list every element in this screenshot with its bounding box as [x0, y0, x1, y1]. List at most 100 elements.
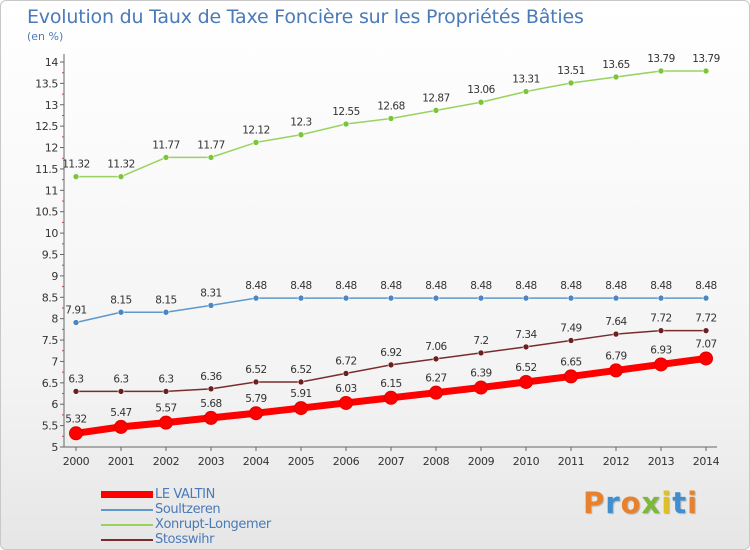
- x-tick-label: 2007: [378, 455, 405, 468]
- x-tick-label: 2013: [648, 455, 675, 468]
- data-label: 7.72: [695, 313, 716, 325]
- data-point: [612, 73, 620, 81]
- x-tick-label: 2012: [603, 455, 629, 468]
- data-label: 5.32: [65, 413, 86, 425]
- data-point: [387, 361, 395, 369]
- data-label: 5.47: [110, 407, 131, 419]
- data-label: 8.48: [290, 280, 311, 292]
- y-tick-label: 11.5: [35, 163, 58, 176]
- y-tick-label: 9: [51, 270, 58, 283]
- x-tick-label: 2005: [288, 455, 315, 468]
- logo-letter: o: [620, 486, 642, 520]
- logo-letter: t: [672, 486, 688, 520]
- data-label: 13.79: [692, 53, 720, 65]
- data-point: [339, 395, 353, 410]
- data-label: 6.36: [200, 371, 222, 383]
- legend-label: Xonrupt-Longemer: [155, 517, 271, 532]
- data-point: [654, 357, 668, 372]
- data-point: [72, 388, 80, 395]
- data-label: 12.68: [377, 100, 405, 112]
- data-point: [699, 351, 713, 366]
- series-line: [75, 70, 707, 178]
- data-label: 8.15: [110, 294, 131, 306]
- data-label: 8.48: [695, 280, 716, 292]
- data-point: [117, 173, 125, 180]
- data-label: 11.77: [152, 139, 180, 151]
- logo-letter: i: [687, 486, 699, 520]
- data-label: 6.3: [68, 373, 83, 385]
- data-label: 7.06: [425, 341, 447, 353]
- x-tick-label: 2000: [63, 455, 90, 468]
- legend-label: Soultzeren: [155, 502, 221, 517]
- data-point: [114, 419, 128, 434]
- data-label: 8.48: [650, 280, 671, 292]
- data-point: [207, 385, 215, 393]
- data-point: [207, 302, 215, 309]
- y-tick-label: 10: [45, 227, 59, 240]
- data-point: [477, 349, 485, 357]
- data-label: 12.55: [332, 106, 360, 118]
- y-tick-label: 7.5: [42, 334, 59, 347]
- data-point: [567, 79, 575, 87]
- chart-title: Evolution du Taux de Taxe Foncière sur l…: [27, 6, 584, 28]
- data-label: 5.91: [290, 388, 311, 400]
- legend-swatch: [101, 491, 153, 498]
- data-point: [474, 380, 488, 395]
- data-point: [429, 385, 443, 400]
- y-tick-label: 6: [51, 398, 58, 411]
- data-point: [522, 294, 530, 302]
- x-tick-label: 2002: [153, 455, 179, 468]
- x-tick-label: 2014: [693, 455, 720, 468]
- legend-swatch: [101, 508, 153, 511]
- data-point: [387, 294, 395, 302]
- y-tick-label: 12.5: [35, 120, 58, 133]
- data-point: [342, 370, 350, 377]
- data-label: 12.3: [290, 117, 311, 129]
- data-label: 13.31: [512, 74, 540, 86]
- legend-label: Stosswihr: [155, 532, 215, 547]
- data-point: [702, 67, 710, 75]
- data-label: 6.27: [425, 373, 446, 385]
- data-label: 13.65: [602, 59, 630, 71]
- data-point: [249, 406, 263, 421]
- data-label: 13.79: [647, 53, 675, 65]
- data-label: 6.52: [290, 364, 311, 376]
- data-label: 11.32: [107, 159, 135, 171]
- data-label: 7.2: [473, 335, 488, 347]
- x-tick-label: 2004: [243, 455, 270, 468]
- data-point: [162, 154, 170, 161]
- data-point: [159, 415, 173, 430]
- data-point: [252, 139, 260, 146]
- data-label: 6.52: [515, 362, 536, 374]
- data-point: [612, 330, 620, 338]
- data-label: 8.48: [425, 280, 446, 292]
- data-label: 11.77: [197, 139, 225, 151]
- data-point: [69, 426, 83, 441]
- logo-letter: x: [641, 486, 662, 520]
- data-label: 6.03: [335, 383, 356, 395]
- data-point: [657, 294, 665, 302]
- logo-letter: P: [583, 486, 606, 520]
- data-label: 11.32: [62, 159, 90, 171]
- data-label: 6.93: [650, 344, 671, 356]
- data-label: 7.91: [65, 305, 86, 317]
- data-label: 6.65: [560, 356, 581, 368]
- data-point: [342, 294, 350, 302]
- data-point: [477, 98, 485, 106]
- data-label: 5.68: [200, 398, 221, 410]
- data-label: 8.48: [245, 280, 266, 292]
- data-point: [432, 294, 440, 302]
- proxiti-logo: Proxiti: [583, 486, 698, 520]
- data-point: [657, 67, 665, 75]
- legend-swatch: [101, 523, 153, 526]
- data-label: 8.48: [560, 280, 581, 292]
- y-tick-label: 12: [45, 142, 58, 155]
- data-point: [702, 327, 710, 334]
- data-point: [252, 378, 260, 386]
- data-label: 6.39: [470, 368, 491, 380]
- y-tick-label: 9.5: [42, 249, 59, 262]
- y-tick-label: 5: [51, 441, 58, 454]
- data-point: [432, 355, 440, 363]
